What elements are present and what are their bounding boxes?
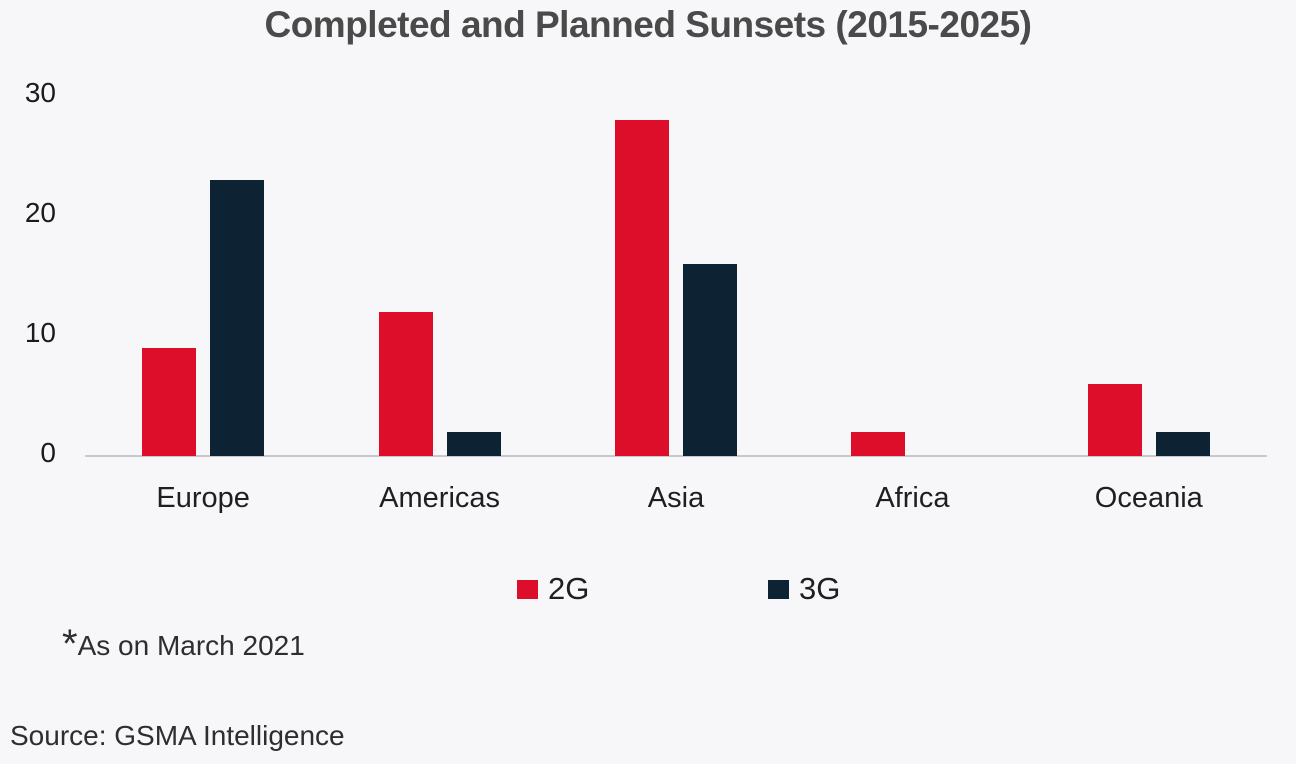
x-axis-line: [85, 455, 1267, 457]
footnote-text: As on March 2021: [77, 630, 305, 661]
x-axis-category-label: Americas: [379, 482, 501, 514]
footnote: *As on March 2021: [62, 624, 305, 664]
bar-2g-asia: [615, 120, 669, 456]
bar-2g-africa: [851, 432, 906, 456]
y-axis-tick-label: 0: [40, 437, 56, 468]
legend-swatch-2g: [517, 579, 538, 599]
x-axis-category-label: Europe: [156, 482, 250, 514]
bar-3g-oceania: [1155, 432, 1210, 456]
legend-label: 3G: [799, 571, 841, 606]
bar-3g-asia: [683, 264, 737, 456]
footnote-asterisk: *: [62, 622, 78, 666]
legend-swatch-3g: [768, 579, 789, 599]
bar-3g-europe: [210, 180, 265, 456]
x-axis-category-label: Asia: [647, 482, 705, 514]
y-axis-tick-label: 30: [24, 77, 56, 108]
bar-3g-americas: [446, 432, 501, 456]
source-attribution: Source: GSMA Intelligence: [10, 720, 345, 751]
bar-2g-europe: [142, 348, 197, 456]
bar-2g-americas: [378, 312, 433, 456]
x-axis-category-label: Oceania: [1094, 482, 1203, 514]
legend-label: 2G: [548, 571, 590, 606]
bar-2g-oceania: [1087, 384, 1142, 456]
y-axis-tick-label: 10: [24, 317, 56, 348]
x-axis-category-label: Africa: [875, 482, 950, 514]
legend-item-2g: 2G: [517, 571, 589, 607]
legend-item-3g: 3G: [768, 571, 840, 607]
y-axis-tick-label: 20: [24, 197, 56, 228]
chart-title: Completed and Planned Sunsets (2015-2025…: [264, 4, 1032, 45]
